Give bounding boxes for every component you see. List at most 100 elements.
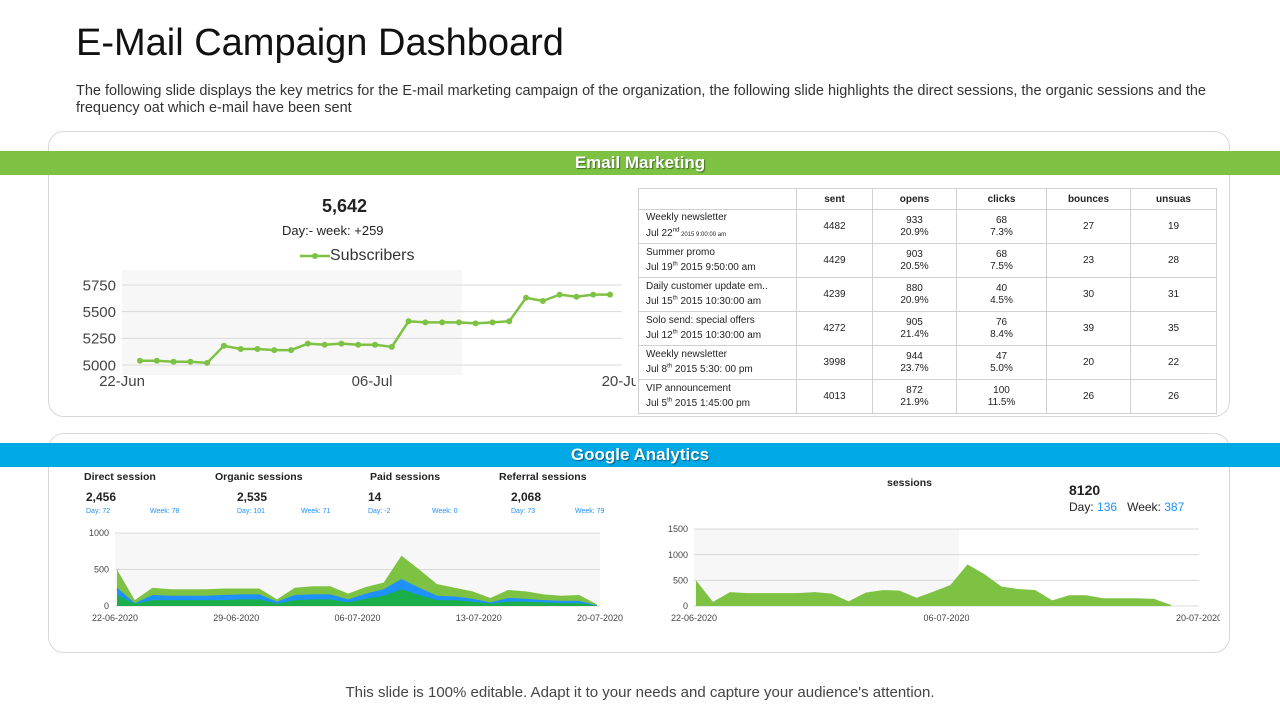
opens-cell: 880 20.9% bbox=[872, 277, 957, 312]
metric-label: Paid sessions bbox=[370, 471, 441, 483]
data-point bbox=[153, 357, 160, 364]
data-point bbox=[254, 346, 261, 352]
metric-week: Week: 79 bbox=[575, 508, 605, 515]
metric-week: Week: 0 bbox=[432, 508, 458, 515]
y-tick-label: 0 bbox=[683, 601, 688, 611]
page-title: E-Mail Campaign Dashboard bbox=[76, 22, 564, 64]
campaign-name: Weekly newsletter bbox=[646, 212, 727, 224]
metric-day: Day: -2 bbox=[368, 508, 391, 515]
y-tick-label: 0 bbox=[104, 601, 109, 611]
table-row: Daily customer update em.. Jul 15th 2015 … bbox=[638, 277, 1217, 312]
header-clicks: clicks bbox=[956, 188, 1047, 210]
metric-value: 2,535 bbox=[237, 490, 268, 504]
x-tick-label: 20-07-2020 bbox=[1176, 613, 1220, 623]
sessions-week-value: 387 bbox=[1164, 500, 1185, 514]
campaign-date: Jul 19th 2015 9:50:00 am bbox=[646, 261, 756, 274]
campaign-cell: Daily customer update em.. Jul 15th 2015 … bbox=[638, 277, 797, 312]
clicks-cell: 68 7.3% bbox=[956, 209, 1047, 244]
y-tick-label: 500 bbox=[94, 565, 109, 575]
metric-day: Day: 101 bbox=[237, 508, 266, 515]
legend-label: Subscribers bbox=[330, 247, 415, 264]
session-breakdown-area-chart: 0 500 1000 22-06-2020 29-06-2020 06-07-2020 13… bbox=[89, 528, 623, 623]
clicks-cell: 100 11.5% bbox=[956, 379, 1047, 414]
area-series bbox=[117, 589, 597, 606]
bounces-cell: 26 bbox=[1046, 379, 1131, 414]
google-analytics-band: Google Analytics bbox=[0, 443, 1280, 467]
data-point bbox=[388, 343, 395, 350]
subscribers-line-chart: 5000 5250 5500 5750 22-Jun 06-Jul 20-Jul bbox=[83, 270, 636, 390]
table-header-row: sent opens clicks bounces unsuas bbox=[638, 188, 1217, 210]
table-row: Solo send: special offers Jul 12th 2015 1… bbox=[638, 311, 1217, 346]
y-tick-label: 1500 bbox=[668, 524, 688, 534]
x-tick-label: 20-Jul bbox=[602, 373, 636, 390]
email-campaign-table: sent opens clicks bounces unsuas Weekly … bbox=[638, 188, 1217, 414]
data-point bbox=[472, 320, 479, 327]
data-point bbox=[607, 291, 613, 298]
metric-label: Direct session bbox=[84, 471, 156, 483]
data-point bbox=[573, 293, 580, 300]
sent-cell: 4272 bbox=[796, 311, 873, 346]
campaign-date: Jul 8th 2015 5:30: 00 pm bbox=[646, 363, 753, 376]
metric-day: Day: 73 bbox=[511, 508, 536, 515]
data-point bbox=[170, 358, 177, 365]
y-tick-label: 5750 bbox=[83, 277, 116, 294]
total-sessions-area-chart: 0 500 1000 1500 22-06-2020 06-07-2020 20-07-20… bbox=[668, 524, 1220, 623]
y-tick-label: 5250 bbox=[83, 331, 116, 348]
campaign-name: Summer promo bbox=[646, 246, 715, 258]
data-point bbox=[304, 340, 311, 347]
unsubs-cell: 31 bbox=[1130, 277, 1217, 312]
y-tick-label: 1000 bbox=[668, 550, 688, 560]
area-series bbox=[696, 564, 1171, 606]
subscribers-total: 5,642 bbox=[322, 196, 368, 216]
y-tick-label: 500 bbox=[673, 575, 688, 585]
bounces-cell: 20 bbox=[1046, 345, 1131, 380]
clicks-cell: 40 4.5% bbox=[956, 277, 1047, 312]
data-point bbox=[288, 347, 295, 354]
data-point bbox=[237, 346, 244, 352]
campaign-name: VIP announcement bbox=[646, 382, 731, 394]
data-point bbox=[338, 340, 345, 347]
x-tick-label: 06-07-2020 bbox=[923, 613, 969, 623]
x-tick-label: 22-Jun bbox=[99, 373, 145, 390]
metric-day: Day: 72 bbox=[86, 508, 111, 515]
x-tick-label: 20-07-2020 bbox=[577, 613, 623, 623]
area-series bbox=[117, 555, 597, 606]
data-point bbox=[539, 298, 546, 304]
campaign-cell: Summer promo Jul 19th 2015 9:50:00 am bbox=[638, 243, 797, 278]
campaign-cell: VIP announcement Jul 5th 2015 1:45:00 pm bbox=[638, 379, 797, 414]
data-point bbox=[405, 318, 412, 325]
campaign-name: Daily customer update em.. bbox=[646, 280, 768, 292]
bounces-cell: 30 bbox=[1046, 277, 1131, 312]
opens-cell: 872 21.9% bbox=[872, 379, 957, 414]
campaign-date: Jul 15th 2015 10:30:00 am bbox=[646, 295, 762, 308]
unsubs-cell: 35 bbox=[1130, 311, 1217, 346]
opens-cell: 944 23.7% bbox=[872, 345, 957, 380]
data-point bbox=[556, 291, 563, 298]
header-campaign bbox=[638, 188, 797, 210]
email-marketing-band: Email Marketing bbox=[0, 151, 1280, 175]
sent-cell: 4482 bbox=[796, 209, 873, 244]
data-point bbox=[590, 291, 597, 298]
unsubs-cell: 28 bbox=[1130, 243, 1217, 278]
data-point bbox=[220, 342, 227, 349]
campaign-cell: Weekly newsletter Jul 22nd 2015 9:00:00 a… bbox=[638, 209, 797, 244]
table-row: Summer promo Jul 19th 2015 9:50:00 am 4429… bbox=[638, 243, 1217, 278]
x-tick-label: 29-06-2020 bbox=[213, 613, 259, 623]
metric-week: Week: 78 bbox=[150, 508, 180, 515]
plot-background bbox=[122, 270, 462, 375]
sessions-week-label: Week: bbox=[1127, 500, 1161, 514]
unsubs-cell: 19 bbox=[1130, 209, 1217, 244]
sent-cell: 4013 bbox=[796, 379, 873, 414]
campaign-date: Jul 12th 2015 10:30:00 am bbox=[646, 329, 762, 342]
sent-cell: 3998 bbox=[796, 345, 873, 380]
bounces-cell: 23 bbox=[1046, 243, 1131, 278]
y-tick-label: 5500 bbox=[83, 304, 116, 321]
unsubs-cell: 22 bbox=[1130, 345, 1217, 380]
sent-cell: 4429 bbox=[796, 243, 873, 278]
data-point bbox=[506, 318, 513, 325]
opens-cell: 903 20.5% bbox=[872, 243, 957, 278]
sessions-day-value: 136 bbox=[1097, 500, 1118, 514]
data-point bbox=[455, 319, 462, 326]
table-row: VIP announcement Jul 5th 2015 1:45:00 pm 4… bbox=[638, 379, 1217, 414]
area-series bbox=[117, 578, 597, 606]
